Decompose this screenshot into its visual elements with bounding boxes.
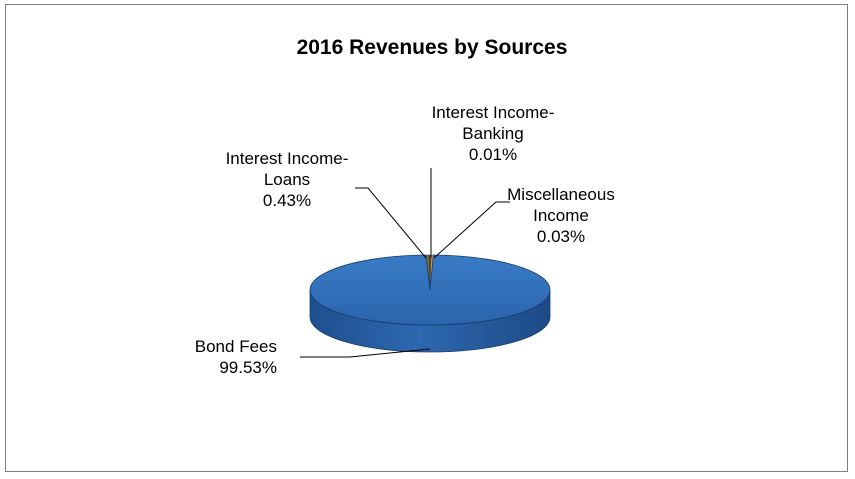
- data-label-interest-income-loans: Interest Income-Loans 0.43%: [226, 149, 349, 210]
- slice-bond-fees: [309, 254, 551, 326]
- leader-line-miscellaneous-income: [433, 201, 510, 259]
- pie-top: [309, 254, 551, 326]
- data-label-bond-fees: Bond Fees 99.53%: [195, 337, 277, 377]
- chart-area: [5, 4, 848, 472]
- data-label-interest-income-banking: Interest Income-Banking 0.01%: [432, 103, 555, 164]
- leader-line-interest-income-loans: [355, 187, 427, 259]
- data-label-miscellaneous-income: Miscellaneous Income 0.03%: [507, 185, 615, 246]
- leader-lines: [300, 168, 510, 358]
- data-labels: Bond Fees 99.53% Interest Income-Loans 0.43…: [195, 103, 615, 377]
- leader-line-bond-fees: [300, 348, 431, 358]
- chart-title: 2016 Revenues by Sources: [297, 36, 568, 59]
